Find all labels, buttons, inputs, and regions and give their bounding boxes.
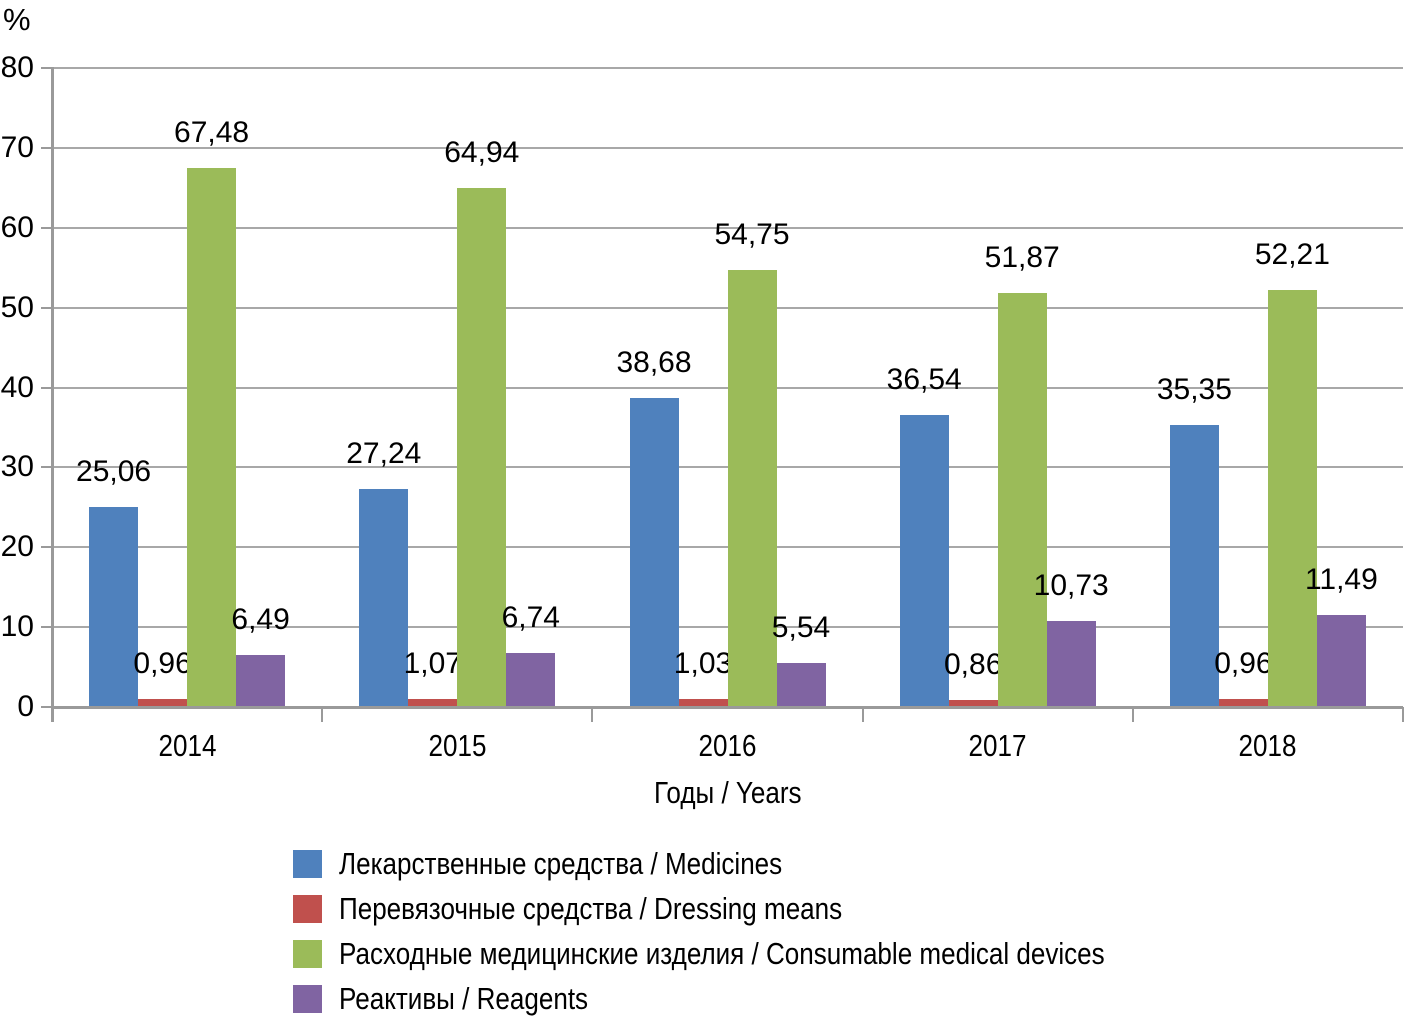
bar-value-label: 1,07 [403,646,462,680]
x-axis-category-label: 2018 [1132,728,1404,764]
bar-2018-series-2 [1218,699,1268,707]
x-axis-category-label: 2016 [592,728,864,764]
bar-2014-series-4 [236,655,286,707]
y-axis-tick-label: 50 [0,290,34,324]
x-axis-category-label: 2014 [51,728,323,764]
y-gridline [52,146,1403,149]
y-axis-tick [41,706,52,708]
y-axis-tick-label: 10 [0,610,34,644]
y-axis-tick [41,626,52,629]
y-axis-line [51,67,54,722]
bar-value-label: 36,54 [886,363,962,397]
legend-label-text: Реактивы / Reagents [339,981,589,1016]
y-axis-tick [41,146,52,149]
x-axis-category-text: 2015 [428,728,487,763]
legend-swatch-series-4 [293,985,322,1013]
x-axis-tick [1131,707,1134,722]
x-axis-category-label: 2015 [321,728,593,764]
bar-2016-series-4 [776,662,826,707]
legend-label-text: Расходные медицинские изделия / Consumab… [339,936,1105,971]
y-axis-tick [41,67,52,69]
bar-value-label: 27,24 [346,437,422,471]
legend-label-series-4: Реактивы / Reagents [339,980,636,1018]
legend-label-text: Лекарственные средства / Medicines [339,846,783,881]
y-axis-tick [41,226,52,229]
x-axis-tick [591,707,594,722]
y-gridline [52,226,1403,229]
x-axis-category-label: 2017 [862,728,1134,764]
bar-value-label: 38,68 [616,346,692,379]
x-axis-category-text: 2014 [158,728,217,763]
y-axis-tick [41,546,52,549]
bar-2016-series-3 [727,269,777,707]
bar-value-label: 25,06 [76,454,152,488]
y-axis-tick-label: 70 [0,130,34,164]
x-axis-tick [861,707,864,722]
bar-value-label: 10,73 [1033,569,1109,603]
y-axis-tick-label: 20 [0,530,34,564]
bar-2017-series-3 [997,292,1047,707]
x-axis-title-text: Годы / Years [654,775,802,810]
bar-value-label: 51,87 [984,240,1060,274]
legend-label-series-1: Лекарственные средства / Medicines [339,845,867,883]
x-axis-title: Годы / Years [527,774,929,812]
x-axis-line [52,705,1403,709]
bar-2017-series-2 [948,700,998,707]
y-axis-tick [41,306,52,309]
bar-2017-series-1 [899,415,949,707]
bar-2016-series-1 [629,398,679,707]
bar-2015-series-3 [457,188,507,707]
bar-value-label: 11,49 [1304,563,1378,597]
y-axis-tick-label: 60 [0,210,34,244]
x-axis-category-text: 2017 [968,728,1027,763]
bar-2014-series-1 [89,506,139,707]
bar-2015-series-2 [408,698,458,707]
x-axis-tick [321,707,324,722]
legend-swatch-series-3 [293,940,322,968]
legend-label-text: Перевязочные средства / Dressing means [339,891,843,926]
bar-value-label: 0,86 [943,648,1003,682]
bar-value-label: 54,75 [714,217,790,251]
y-gridline [52,67,1403,69]
y-axis-tick [41,466,52,469]
legend-label-series-2: Перевязочные средства / Dressing means [339,890,938,928]
bar-value-label: 0,96 [133,647,192,681]
bar-value-label: 1,03 [673,646,733,680]
bar-2017-series-4 [1046,621,1096,707]
bar-2014-series-2 [138,699,188,707]
bar-value-label: 5,54 [771,610,831,644]
legend-label-series-3: Расходные медицинские изделия / Consumab… [339,935,1251,973]
y-axis-tick-label: 30 [0,450,34,484]
bar-value-label: 67,48 [174,116,250,149]
bar-2018-series-3 [1267,290,1317,707]
legend-swatch-series-2 [293,895,322,923]
bar-2016-series-2 [678,698,728,707]
x-axis-tick [1402,707,1404,722]
bar-value-label: 64,94 [444,136,520,170]
legend-swatch-series-1 [293,850,322,878]
bar-2018-series-1 [1169,424,1219,707]
y-axis-tick-label: 40 [0,370,34,404]
bar-value-label: 35,35 [1156,372,1232,406]
y-axis-tick-label: 0 [17,690,34,723]
bar-2015-series-1 [359,489,409,707]
bar-value-label: 6,74 [501,601,560,635]
y-axis-tick [41,386,52,389]
bar-2015-series-4 [506,653,556,707]
bar-value-label: 52,21 [1254,238,1330,271]
bar-2018-series-4 [1316,615,1366,707]
y-axis-tick-label: 80 [0,51,34,84]
bar-2014-series-3 [187,168,237,707]
y-axis-unit-label: % [3,2,31,37]
bar-value-label: 0,96 [1214,647,1273,681]
x-axis-category-text: 2018 [1238,728,1297,763]
x-axis-category-text: 2016 [698,728,757,763]
bar-value-label: 6,49 [231,603,290,637]
